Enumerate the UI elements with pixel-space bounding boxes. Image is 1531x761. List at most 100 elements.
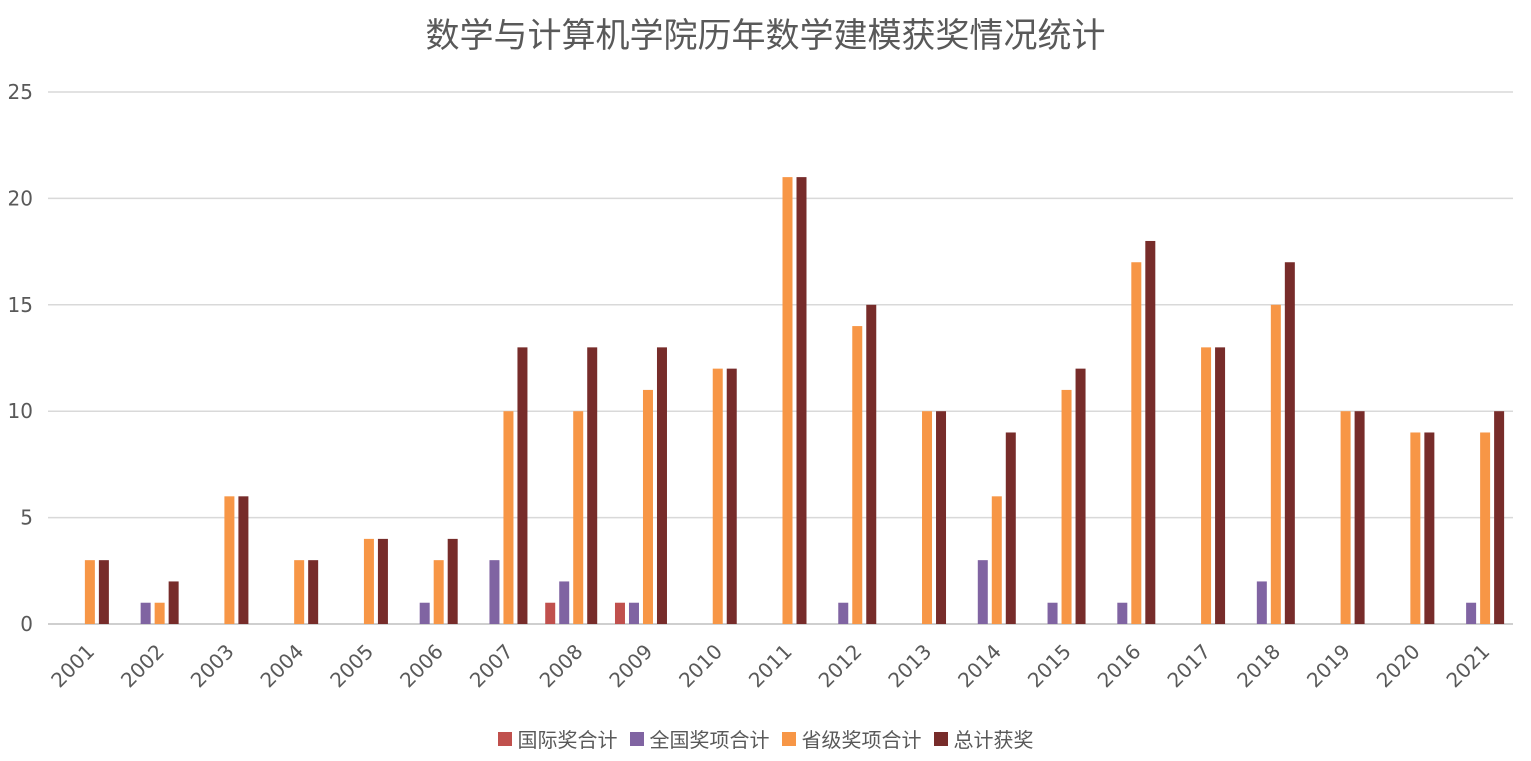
- x-tick-label: 2007: [465, 639, 518, 692]
- bar-2008-series-1: [559, 581, 570, 624]
- legend-label: 全国奖项合计: [649, 728, 770, 752]
- bar-2015-series-3: [1075, 368, 1086, 624]
- bar-2011-series-2: [782, 177, 793, 624]
- bar-2008-series-0: [545, 602, 556, 624]
- x-tick-label: 2002: [116, 639, 169, 692]
- bar-2016-series-2: [1131, 262, 1142, 624]
- bar-2007-series-3: [517, 347, 528, 624]
- bar-2020-series-2: [1410, 432, 1421, 624]
- chart-title: 数学与计算机学院历年数学建模获奖情况统计: [425, 16, 1106, 56]
- x-tick-label: 2016: [1093, 639, 1146, 692]
- bar-2013-series-2: [922, 411, 933, 624]
- bar-2021-series-1: [1466, 602, 1477, 624]
- bar-2018-series-2: [1270, 304, 1281, 624]
- x-tick-label: 2001: [46, 639, 99, 692]
- bar-2007-series-1: [489, 560, 500, 624]
- bar-2010-series-3: [726, 368, 737, 624]
- bar-2009-series-1: [628, 602, 639, 624]
- x-tick-label: 2008: [535, 639, 588, 692]
- bar-2016-series-1: [1117, 602, 1128, 624]
- gridlines: [48, 91, 1513, 625]
- bar-2014-series-3: [1005, 432, 1016, 624]
- x-tick-label: 2009: [604, 639, 657, 692]
- bar-2019-series-3: [1354, 411, 1365, 624]
- bar-2001-series-2: [84, 560, 95, 624]
- bar-2017-series-2: [1201, 347, 1212, 624]
- legend-swatch: [629, 731, 644, 746]
- bar-2005-series-2: [363, 538, 374, 624]
- legend-item: 国际奖合计: [497, 724, 618, 753]
- bar-2017-series-3: [1215, 347, 1226, 624]
- bar-2009-series-2: [642, 389, 653, 624]
- x-tick-label: 2010: [674, 639, 727, 692]
- bar-2018-series-1: [1256, 581, 1267, 624]
- bar-2014-series-2: [991, 496, 1002, 624]
- bar-2003-series-2: [224, 496, 235, 624]
- x-tick-label: 2006: [395, 639, 448, 692]
- x-tick-label: 2014: [953, 639, 1006, 692]
- bar-2014-series-1: [977, 560, 988, 624]
- x-tick-label: 2003: [186, 639, 239, 692]
- y-tick-label: 5: [20, 506, 33, 530]
- x-axis-ticks: 2001 2002 2003 2004 2005 2006 2007 2008 2009 2010…: [46, 639, 1494, 692]
- bar-2006-series-2: [433, 560, 444, 624]
- legend-item: 全国奖项合计: [629, 724, 770, 753]
- bar-2012-series-2: [852, 326, 863, 624]
- y-axis-ticks: 0 5 10 15 20 25: [8, 80, 33, 636]
- bar-2021-series-2: [1480, 432, 1491, 624]
- bar-2002-series-3: [168, 581, 179, 624]
- bar-2020-series-3: [1424, 432, 1435, 624]
- x-tick-label: 2004: [255, 639, 308, 692]
- bar-2002-series-2: [154, 602, 165, 624]
- x-tick-label: 2018: [1232, 639, 1285, 692]
- bar-2004-series-3: [308, 560, 319, 624]
- legend-label: 国际奖合计: [517, 728, 618, 752]
- x-tick-label: 2012: [814, 639, 867, 692]
- bar-2015-series-1: [1047, 602, 1058, 624]
- bar-2010-series-2: [712, 368, 723, 624]
- bar-2011-series-3: [796, 177, 807, 624]
- x-tick-label: 2005: [325, 639, 378, 692]
- legend-label: 省级奖项合计: [801, 728, 922, 752]
- x-tick-label: 2019: [1302, 639, 1355, 692]
- bar-2009-series-3: [656, 347, 667, 624]
- bar-2018-series-3: [1284, 262, 1295, 624]
- x-tick-label: 2013: [883, 639, 936, 692]
- bar-2009-series-0: [614, 602, 625, 624]
- legend: 国际奖合计 全国奖项合计 省级奖项合计 总计获奖: [0, 724, 1531, 753]
- bar-2008-series-3: [587, 347, 598, 624]
- bar-2013-series-3: [936, 411, 947, 624]
- bar-2019-series-2: [1340, 411, 1351, 624]
- legend-swatch: [497, 731, 512, 746]
- bar-2008-series-2: [573, 411, 584, 624]
- x-tick-label: 2021: [1441, 639, 1494, 692]
- x-tick-label: 2015: [1023, 639, 1076, 692]
- bars: [84, 177, 1505, 624]
- y-tick-label: 20: [8, 186, 33, 210]
- y-tick-label: 15: [8, 293, 33, 317]
- y-tick-label: 25: [8, 80, 33, 104]
- x-tick-label: 2011: [744, 639, 797, 692]
- bar-2006-series-1: [419, 602, 430, 624]
- bar-2021-series-3: [1494, 411, 1505, 624]
- bar-2015-series-2: [1061, 389, 1072, 624]
- bar-2003-series-3: [238, 496, 249, 624]
- bar-2001-series-3: [98, 560, 109, 624]
- bar-2005-series-3: [377, 538, 388, 624]
- x-tick-label: 2020: [1372, 639, 1425, 692]
- bar-2007-series-2: [503, 411, 514, 624]
- y-tick-label: 10: [8, 399, 33, 423]
- legend-item: 总计获奖: [933, 724, 1034, 753]
- legend-item: 省级奖项合计: [781, 724, 922, 753]
- bar-2016-series-3: [1145, 240, 1156, 624]
- y-tick-label: 0: [20, 612, 33, 636]
- legend-label: 总计获奖: [953, 728, 1034, 752]
- bar-2006-series-3: [447, 538, 458, 624]
- bar-2002-series-1: [140, 602, 151, 624]
- bar-2012-series-1: [838, 602, 849, 624]
- bar-2004-series-2: [294, 560, 305, 624]
- bar-2012-series-3: [866, 304, 877, 624]
- legend-swatch: [781, 731, 796, 746]
- legend-swatch: [933, 731, 948, 746]
